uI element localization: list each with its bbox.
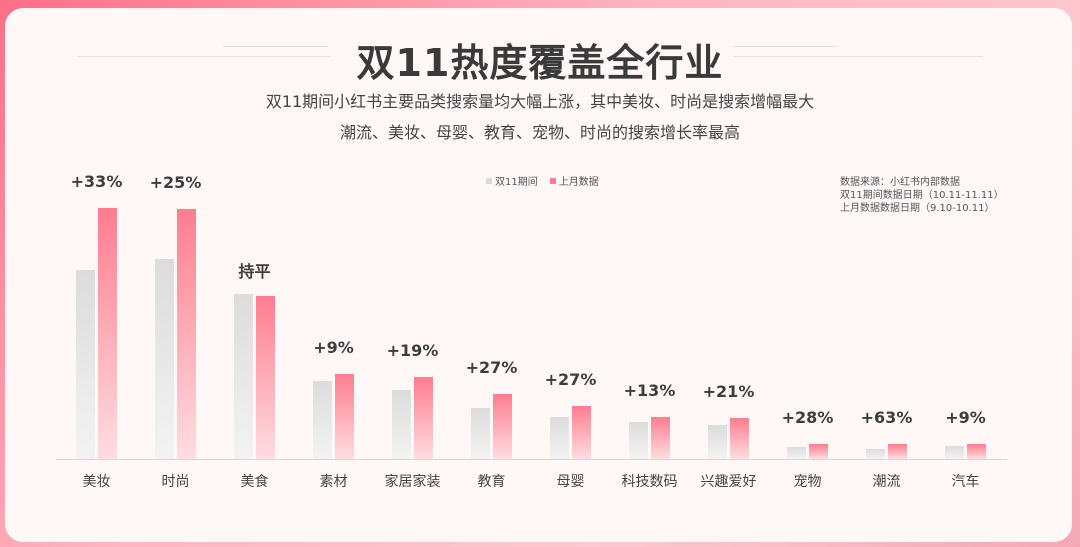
bar-double11 [866,449,885,459]
source-line: 双11期间数据日期（10.11-11.11） [840,190,1004,201]
bar-last-month [967,444,986,459]
category-label: 美妆 [82,474,111,490]
category-label: 家居家装 [384,474,441,490]
x-axis-line [56,459,1007,460]
growth-annotation: +27% [465,358,518,377]
bar-last-month [335,374,354,459]
bar-double11 [550,417,569,459]
growth-annotation: +21% [702,382,755,401]
category-label: 潮流 [872,474,901,490]
growth-annotation: 持平 [238,262,271,281]
bar-double11 [234,294,253,459]
bar-last-month [888,444,907,459]
bar-double11 [787,447,806,459]
bar-double11 [155,259,174,459]
bar-last-month [256,296,275,459]
category-label: 时尚 [161,474,190,490]
growth-annotation: +27% [544,370,597,389]
legend-item-double11: 双11期间 [486,173,538,188]
category-label: 母婴 [556,474,585,490]
legend-swatch-gray [486,177,492,184]
growth-annotation: +63% [860,408,913,427]
category-label: 汽车 [951,474,980,490]
legend: 双11期间 上月数据 [486,173,599,188]
legend-swatch-pink [549,177,556,184]
bar-last-month [651,417,670,459]
subtitle-line-2: 潮流、美妆、母婴、教育、宠物、时尚的搜索增长率最高 [339,123,740,142]
title-deco-line-right-bottom [733,56,983,57]
growth-annotation: +19% [386,341,439,360]
title-deco-line-left-bottom [77,56,330,57]
growth-annotation: +28% [781,408,834,427]
legend-item-last-month: 上月数据 [549,173,599,188]
growth-annotation: +25% [149,173,202,192]
category-label: 科技数码 [621,474,678,490]
bar-double11 [471,408,490,459]
source-line: 数据来源：小红书内部数据 [840,177,960,188]
chart-title: 双11热度覆盖全行业 [356,41,724,85]
bar-double11 [313,381,332,459]
category-label: 宠物 [793,474,822,490]
growth-annotation: +9% [945,408,986,427]
bar-last-month [493,394,512,459]
growth-annotation: +33% [70,172,123,191]
bar-last-month [809,444,828,459]
category-label: 教育 [477,474,506,490]
legend-label: 双11期间 [495,177,538,188]
source-line: 上月数据数据日期（9.10-10.11） [840,203,995,214]
category-label: 兴趣爱好 [700,474,757,490]
subtitle-line-1: 双11期间小红书主要品类搜索量均大幅上涨，其中美妆、时尚是搜索增幅最大 [265,92,815,111]
bar-last-month [572,406,591,459]
bar-last-month [414,377,433,459]
bar-double11 [76,270,95,459]
bar-double11 [945,446,964,459]
source-notes: 数据来源：小红书内部数据 双11期间数据日期（10.11-11.11） 上月数据… [840,176,1004,215]
title-deco-line-right-top [733,46,838,47]
growth-annotation: +9% [313,338,354,357]
bar-last-month [177,209,196,459]
bar-double11 [708,425,727,459]
legend-label: 上月数据 [558,177,599,188]
bar-last-month [730,418,749,459]
bar-double11 [629,422,648,459]
bar-double11 [392,390,411,459]
growth-annotation: +13% [623,381,676,400]
bar-last-month [98,208,117,459]
category-label: 美食 [240,474,269,490]
title-deco-line-left-top [223,46,328,47]
category-label: 素材 [319,474,348,490]
